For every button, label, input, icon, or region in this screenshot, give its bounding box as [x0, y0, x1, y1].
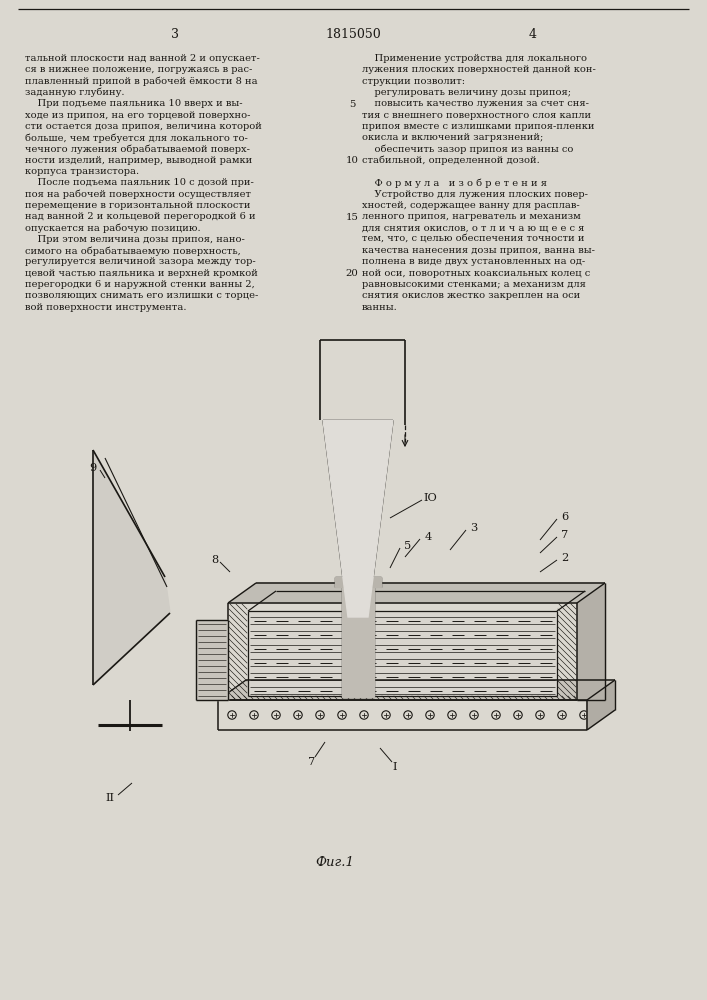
Text: 9: 9	[89, 463, 97, 473]
Text: 8: 8	[211, 555, 218, 565]
Text: ленного припоя, нагреватель и механизм: ленного припоя, нагреватель и механизм	[362, 212, 580, 221]
Text: равновысокими стенками; а механизм для: равновысокими стенками; а механизм для	[362, 280, 586, 289]
Text: поя на рабочей поверхности осуществляет: поя на рабочей поверхности осуществляет	[25, 190, 251, 199]
Polygon shape	[587, 680, 615, 730]
Text: качества нанесения дозы припоя, ванна вы-: качества нанесения дозы припоя, ванна вы…	[362, 246, 595, 255]
Polygon shape	[335, 577, 381, 587]
Polygon shape	[342, 587, 374, 697]
Text: больше, чем требуется для локального то-: больше, чем требуется для локального то-	[25, 133, 248, 143]
Text: лужения плоских поверхностей данной кон-: лужения плоских поверхностей данной кон-	[362, 65, 596, 74]
Text: плавленный припой в рабочей ёмкости 8 на: плавленный припой в рабочей ёмкости 8 на	[25, 77, 257, 86]
Text: корпуса транзистора.: корпуса транзистора.	[25, 167, 139, 176]
Polygon shape	[323, 420, 393, 617]
Text: окисла и включений загрязнений;: окисла и включений загрязнений;	[362, 133, 543, 142]
Text: припоя вместе с излишками припоя-пленки: припоя вместе с излишками припоя-пленки	[362, 122, 595, 131]
Polygon shape	[218, 680, 615, 700]
Text: После подъема паяльник 10 с дозой при-: После подъема паяльник 10 с дозой при-	[25, 178, 254, 187]
Text: При этом величина дозы припоя, нано-: При этом величина дозы припоя, нано-	[25, 235, 245, 244]
Text: IO: IO	[423, 493, 437, 503]
Polygon shape	[577, 583, 605, 700]
Text: 3: 3	[470, 523, 478, 533]
Polygon shape	[248, 611, 557, 696]
Text: 5: 5	[404, 541, 411, 551]
Text: 4: 4	[424, 532, 432, 542]
Text: 20: 20	[346, 269, 358, 278]
Text: Фиг.1: Фиг.1	[315, 856, 354, 869]
Text: 10: 10	[346, 156, 358, 165]
Text: ся в нижнее положение, погружаясь в рас-: ся в нижнее положение, погружаясь в рас-	[25, 65, 252, 74]
Text: регулировать величину дозы припоя;: регулировать величину дозы припоя;	[362, 88, 571, 97]
Text: вой поверхности инструмента.: вой поверхности инструмента.	[25, 303, 187, 312]
Text: При подъеме паяльника 10 вверх и вы-: При подъеме паяльника 10 вверх и вы-	[25, 99, 243, 108]
Text: стабильной, определенной дозой.: стабильной, определенной дозой.	[362, 156, 539, 165]
Text: перегородки 6 и наружной стенки ванны 2,: перегородки 6 и наружной стенки ванны 2,	[25, 280, 255, 289]
Text: повысить качество лужения за счет сня-: повысить качество лужения за счет сня-	[362, 99, 589, 108]
Text: 5: 5	[349, 100, 355, 109]
Text: Устройство для лужения плоских повер-: Устройство для лужения плоских повер-	[362, 190, 588, 199]
Text: 1815050: 1815050	[325, 28, 381, 41]
Text: ходе из припоя, на его торцевой поверхно-: ходе из припоя, на его торцевой поверхно…	[25, 110, 250, 119]
Text: над ванной 2 и кольцевой перегородкой 6 и: над ванной 2 и кольцевой перегородкой 6 …	[25, 212, 256, 221]
Text: I: I	[393, 762, 397, 772]
Text: цевой частью паяльника и верхней кромкой: цевой частью паяльника и верхней кромкой	[25, 269, 258, 278]
Text: ной оси, поворотных коаксиальных колец с: ной оси, поворотных коаксиальных колец с	[362, 269, 590, 278]
Text: тем, что, с целью обеспечения точности и: тем, что, с целью обеспечения точности и	[362, 235, 585, 244]
Text: тальной плоскости над ванной 2 и опускает-: тальной плоскости над ванной 2 и опускае…	[25, 54, 260, 63]
Text: 6: 6	[561, 512, 568, 522]
Text: регулируется величиной зазора между тор-: регулируется величиной зазора между тор-	[25, 257, 256, 266]
Text: снятия окислов жестко закреплен на оси: снятия окислов жестко закреплен на оси	[362, 291, 580, 300]
Text: полнена в виде двух установленных на од-: полнена в виде двух установленных на од-	[362, 257, 585, 266]
Text: для снятия окислов, о т л и ч а ю щ е е с я: для снятия окислов, о т л и ч а ю щ е е …	[362, 224, 585, 232]
Polygon shape	[228, 583, 605, 603]
Text: ности изделий, например, выводной рамки: ности изделий, например, выводной рамки	[25, 156, 252, 165]
Text: 3: 3	[171, 28, 179, 41]
Text: заданную глубину.: заданную глубину.	[25, 88, 124, 97]
Text: 15: 15	[346, 213, 358, 222]
Text: симого на обрабатываемую поверхность,: симого на обрабатываемую поверхность,	[25, 246, 241, 256]
Text: ванны.: ванны.	[362, 303, 398, 312]
Text: 7: 7	[561, 530, 568, 540]
Text: обеспечить зазор припоя из ванны со: обеспечить зазор припоя из ванны со	[362, 144, 573, 154]
Text: II: II	[105, 793, 115, 803]
Text: тия с внешнего поверхностного слоя капли: тия с внешнего поверхностного слоя капли	[362, 110, 591, 119]
Text: позволяющих снимать его излишки с торце-: позволяющих снимать его излишки с торце-	[25, 291, 258, 300]
Text: сти остается доза припоя, величина которой: сти остается доза припоя, величина котор…	[25, 122, 262, 131]
Text: струкции позволит:: струкции позволит:	[362, 77, 465, 86]
Text: опускается на рабочую позицию.: опускается на рабочую позицию.	[25, 224, 201, 233]
Text: Применение устройства для локального: Применение устройства для локального	[362, 54, 587, 63]
Text: хностей, содержащее ванну для расплав-: хностей, содержащее ванну для расплав-	[362, 201, 580, 210]
Text: перемещение в горизонтальной плоскости: перемещение в горизонтальной плоскости	[25, 201, 250, 210]
Text: Ф о р м у л а   и з о б р е т е н и я: Ф о р м у л а и з о б р е т е н и я	[362, 178, 547, 188]
Polygon shape	[93, 450, 170, 685]
Text: 2: 2	[561, 553, 568, 563]
Text: 4: 4	[529, 28, 537, 41]
Text: чечного лужения обрабатываемой поверх-: чечного лужения обрабатываемой поверх-	[25, 144, 250, 154]
Text: 7: 7	[308, 757, 315, 767]
Polygon shape	[196, 620, 228, 700]
